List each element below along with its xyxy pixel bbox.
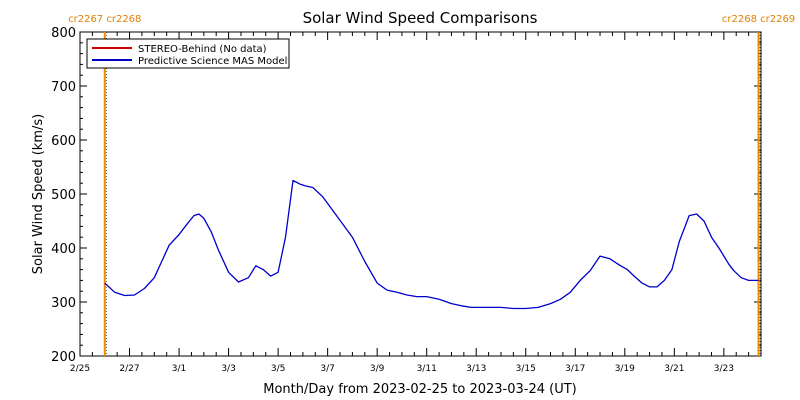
y-ticks: 200 300 400 500 600 700 800 [51, 26, 761, 365]
y-axis-label: Solar Wind Speed (km/s) [31, 114, 46, 274]
y-tick-label: 200 [51, 350, 76, 365]
x-tick-label: 3/1 [172, 364, 186, 374]
x-tick-label: 3/5 [271, 364, 285, 374]
carrington-marker-label: cr2267 cr2268 [68, 14, 141, 25]
x-tick-label: 3/3 [221, 364, 235, 374]
x-ticks: 2/25 2/27 3/1 3/3 3/5 3/7 3/9 3/11 3/13 3/15 3/17 3… [70, 32, 750, 374]
chart-title: Solar Wind Speed Comparisons [303, 9, 538, 27]
x-tick-label: 2/25 [70, 364, 90, 374]
x-tick-label: 3/17 [565, 364, 585, 374]
x-tick-label: 3/19 [615, 364, 635, 374]
x-axis-label: Month/Day from 2023-02-25 to 2023-03-24 … [263, 382, 576, 397]
y-tick-label: 800 [51, 26, 76, 41]
carrington-marker-label: cr2268 cr2269 [722, 14, 795, 25]
legend-box [86, 38, 290, 69]
y-tick-label: 500 [51, 188, 76, 203]
legend-label-mas: Predictive Science MAS Model [138, 56, 287, 67]
y-tick-label: 300 [51, 296, 76, 311]
series-line-1 [104, 179, 759, 310]
x-tick-label: 3/15 [516, 364, 536, 374]
y-tick-label: 600 [51, 134, 76, 149]
x-tick-label: 3/21 [664, 364, 684, 374]
carrington-markers: cr2267 cr2268 cr2268 cr2269 [68, 14, 795, 356]
x-tick-label: 3/9 [370, 364, 385, 374]
y-tick-label: 400 [51, 242, 76, 257]
x-tick-label: 3/13 [466, 364, 486, 374]
x-tick-label: 3/11 [417, 364, 437, 374]
series-lines [104, 179, 759, 310]
x-tick-label: 3/7 [320, 364, 334, 374]
legend-label-stereo: STEREO-Behind (No data) [138, 44, 267, 55]
legend: STEREO-Behind (No data) Predictive Scien… [86, 38, 290, 69]
x-tick-label: 3/23 [714, 364, 734, 374]
plot-frame [79, 31, 762, 357]
y-tick-label: 700 [51, 80, 76, 95]
x-tick-label: 2/27 [119, 364, 139, 374]
